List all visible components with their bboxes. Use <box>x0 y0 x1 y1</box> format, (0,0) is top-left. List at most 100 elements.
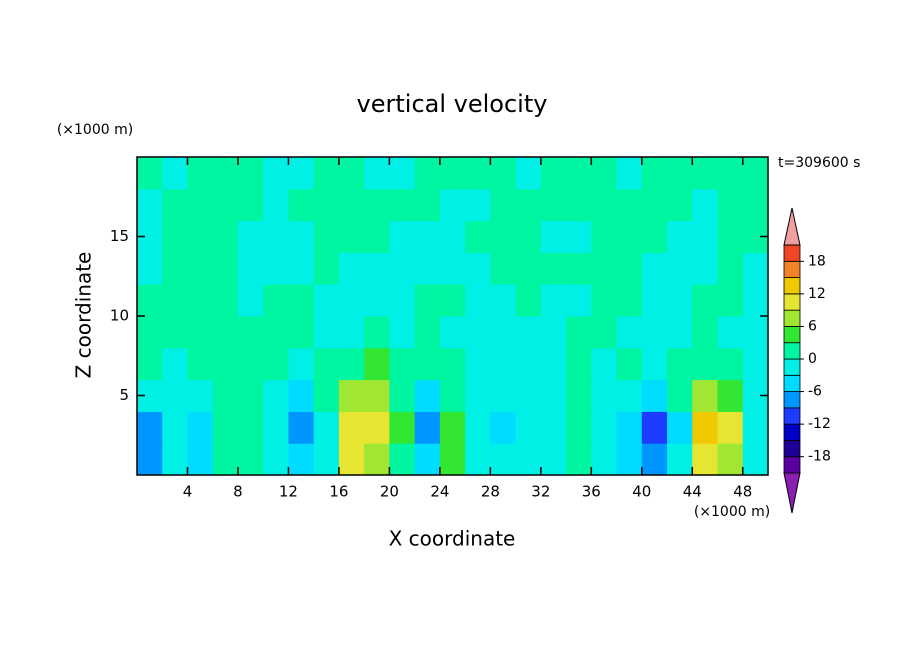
field-cell <box>338 379 365 412</box>
field-cell <box>616 157 643 190</box>
field-cell <box>616 411 643 444</box>
field-cell <box>591 284 618 317</box>
field-cell <box>288 347 315 381</box>
field-cell <box>692 316 719 349</box>
field-cell <box>414 284 441 317</box>
field-cell <box>667 443 693 476</box>
field-cell <box>338 188 365 222</box>
field-cell <box>212 347 239 381</box>
field-cell <box>364 411 390 444</box>
field-cell <box>566 188 592 222</box>
field-cell <box>414 220 441 253</box>
colorbar-over <box>783 207 801 246</box>
field-cell <box>641 284 668 317</box>
field-cell <box>515 284 542 317</box>
field-cell <box>439 157 466 190</box>
field-cell <box>137 443 163 476</box>
field-cell <box>338 443 365 476</box>
field-cell <box>465 316 491 349</box>
field-cell <box>439 347 466 381</box>
field-cell <box>616 379 643 412</box>
field-cell <box>187 284 214 317</box>
x-axis-label: X coordinate <box>389 527 516 551</box>
field-cell <box>389 157 416 190</box>
field-cell <box>490 316 517 349</box>
field-cell <box>263 157 289 190</box>
field-cell <box>490 157 517 190</box>
colorbar-box <box>783 423 801 441</box>
field-cell <box>187 157 214 190</box>
field-cell <box>263 347 289 381</box>
colorbar-box <box>783 309 801 327</box>
field-cell <box>566 157 592 190</box>
field-cell <box>237 411 264 444</box>
colorbar-box <box>783 407 801 425</box>
field-cell <box>288 220 315 253</box>
field-cell <box>490 252 517 285</box>
field-cell <box>692 379 719 412</box>
x-tick-label: 28 <box>481 483 500 501</box>
field-cell <box>414 379 441 412</box>
colorbar-box <box>783 374 801 392</box>
field-cell <box>540 220 567 253</box>
field-cell <box>212 188 239 222</box>
field-cell <box>667 220 693 253</box>
field-cell <box>212 220 239 253</box>
field-cell <box>490 443 517 476</box>
field-cell <box>439 379 466 412</box>
field-cell <box>313 411 340 444</box>
field-cell <box>717 443 744 476</box>
field-cell <box>288 443 315 476</box>
field-cell <box>566 347 592 381</box>
field-cell <box>137 411 163 444</box>
field-cell <box>566 284 592 317</box>
colorbar-tick-label: -12 <box>808 416 831 432</box>
field-cell <box>162 284 188 317</box>
field-cell <box>717 411 744 444</box>
field-cell <box>490 411 517 444</box>
field-cell <box>313 188 340 222</box>
field-cell <box>162 188 188 222</box>
colorbar-tick-label: 0 <box>808 351 817 367</box>
field-cell <box>313 284 340 317</box>
field-cell <box>540 411 567 444</box>
field <box>137 157 769 476</box>
field-cell <box>162 316 188 349</box>
field-cell <box>667 379 693 412</box>
field-cell <box>389 220 416 253</box>
x-tick-label: 8 <box>233 483 243 501</box>
field-cell <box>137 157 163 190</box>
field-cell <box>389 379 416 412</box>
field-cell <box>591 157 618 190</box>
field-cell <box>313 443 340 476</box>
field-cell <box>187 443 214 476</box>
field-cell <box>237 188 264 222</box>
colorbar-tick-label: 18 <box>808 253 826 269</box>
field-cell <box>237 157 264 190</box>
field-cell <box>288 411 315 444</box>
field-cell <box>237 443 264 476</box>
field-cell <box>263 379 289 412</box>
field-cell <box>717 252 744 285</box>
field-cell <box>439 188 466 222</box>
field-cell <box>465 379 491 412</box>
field-cell <box>717 316 744 349</box>
field-cell <box>389 284 416 317</box>
field-cell <box>212 411 239 444</box>
field-cell <box>540 443 567 476</box>
field-cell <box>591 379 618 412</box>
field-cell <box>465 188 491 222</box>
field-cell <box>641 316 668 349</box>
y-axis-label: Z coordinate <box>72 252 96 379</box>
field-cell <box>515 379 542 412</box>
field-cell <box>515 443 542 476</box>
field-cell <box>515 188 542 222</box>
field-cell <box>641 347 668 381</box>
field-cell <box>465 347 491 381</box>
field-cell <box>742 443 769 476</box>
field-cell <box>313 157 340 190</box>
field-cell <box>338 252 365 285</box>
field-cell <box>439 252 466 285</box>
field-cell <box>187 188 214 222</box>
field-cell <box>364 157 390 190</box>
